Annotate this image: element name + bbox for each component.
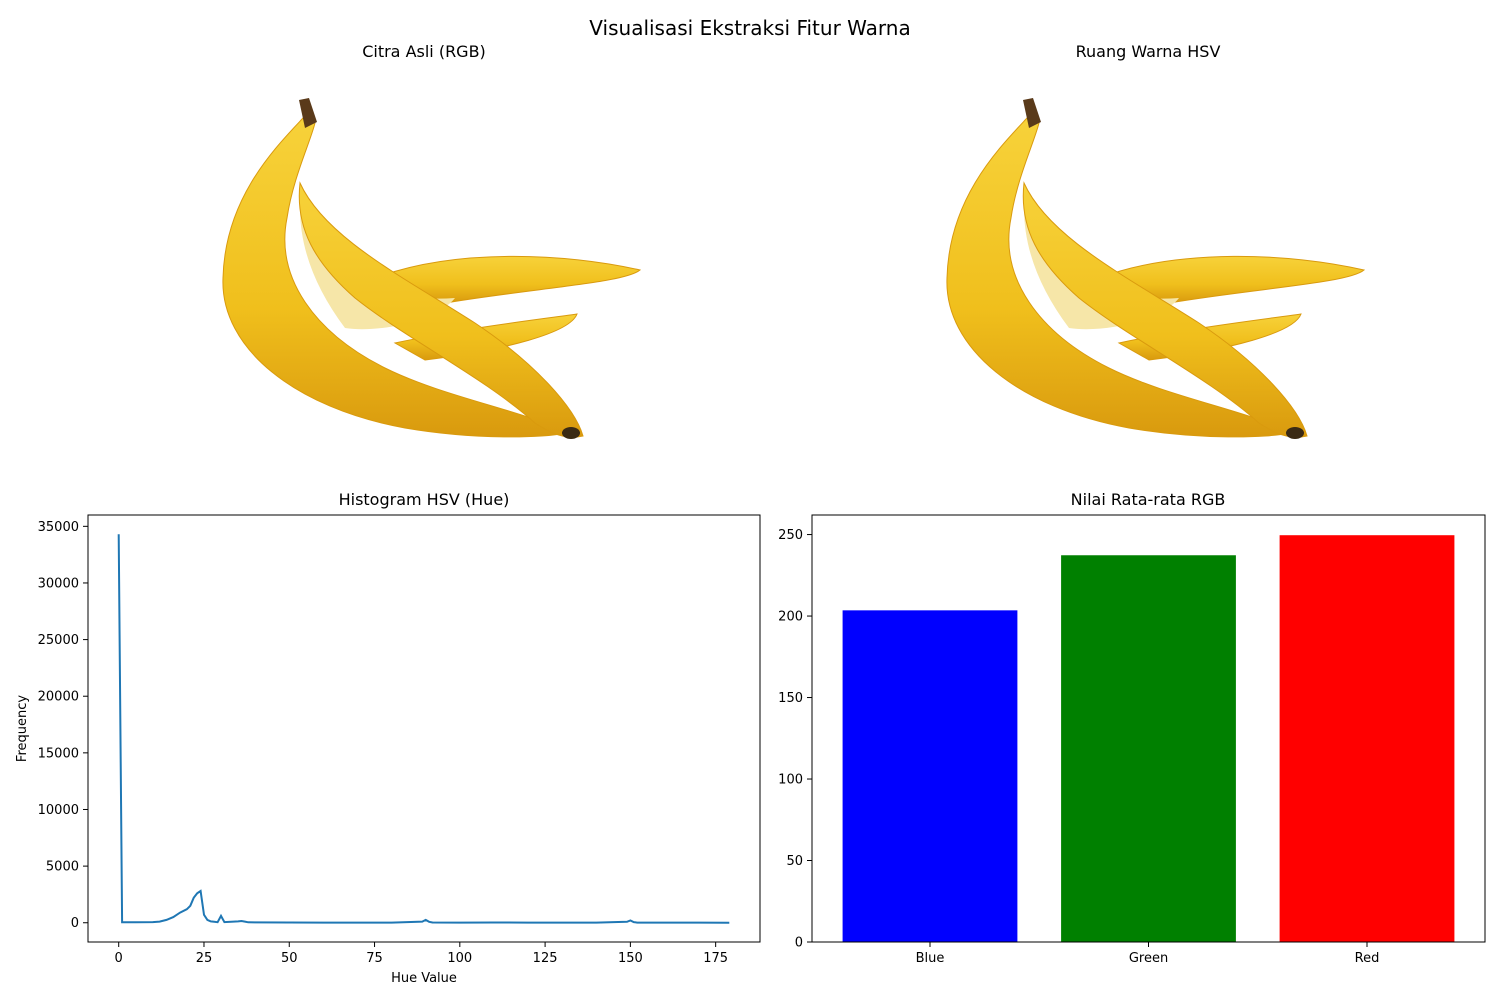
y-tick-label: 15000	[38, 746, 79, 761]
banana-tip	[1286, 427, 1304, 439]
banana-stem	[299, 98, 317, 128]
bar-red	[1279, 535, 1455, 942]
x-axis-label: Hue Value	[391, 971, 457, 986]
rgb-mean-bar-chart: Blue Green Red 0 50 100 150 200 250	[778, 514, 1486, 966]
y-tick-label: 50	[786, 854, 803, 869]
y-tick-label: 20000	[38, 690, 79, 705]
x-tick-label: 50	[281, 951, 298, 966]
bar-axes-frame	[811, 514, 1486, 943]
hue-histogram-chart: 0 25 50 75 100 125 150 175 0 5000 10000 15000 20000 2…	[15, 514, 761, 986]
x-tick-label: Blue	[916, 951, 945, 966]
hsv-banana-image	[946, 98, 1366, 439]
bar-green	[1061, 555, 1236, 942]
y-tick-label: 25000	[38, 633, 79, 648]
banana-stem	[1023, 98, 1041, 128]
x-tick-label: 0	[115, 951, 123, 966]
rgb-mean-title: Nilai Rata-rata RGB	[1070, 490, 1226, 509]
x-tick-label: 100	[447, 951, 472, 966]
y-tick-label: 5000	[46, 860, 79, 875]
y-tick-label: 10000	[38, 803, 79, 818]
x-tick-label: 150	[618, 951, 643, 966]
y-axis-label: Frequency	[15, 695, 30, 762]
x-tick-label: 75	[366, 951, 383, 966]
x-tick-label: 125	[533, 951, 558, 966]
peel-right	[373, 255, 642, 304]
x-tick-label: 175	[703, 951, 728, 966]
hue-series-line	[117, 534, 730, 924]
x-tick-label: Green	[1129, 951, 1168, 966]
y-tick-label: 100	[778, 773, 803, 788]
y-tick-label: 0	[795, 936, 803, 951]
histogram-title: Histogram HSV (Hue)	[338, 490, 510, 509]
rgb-banana-image	[222, 98, 642, 439]
y-tick-label: 0	[71, 916, 79, 931]
hsv-image-title: Ruang Warna HSV	[1075, 42, 1221, 61]
x-tick-label: 25	[196, 951, 213, 966]
rgb-image-title: Citra Asli (RGB)	[362, 42, 486, 61]
histogram-axes-frame	[87, 514, 761, 943]
y-tick-label: 150	[778, 691, 803, 706]
banana-tip	[562, 427, 580, 439]
peel-right	[1097, 255, 1366, 304]
bar-blue	[842, 610, 1018, 942]
y-tick-label: 250	[778, 528, 803, 543]
x-tick-label: Red	[1355, 951, 1380, 966]
y-tick-label: 200	[778, 610, 803, 625]
figure-title: Visualisasi Ekstraksi Fitur Warna	[589, 16, 911, 40]
y-tick-label: 35000	[38, 520, 79, 535]
y-tick-label: 30000	[38, 576, 79, 591]
